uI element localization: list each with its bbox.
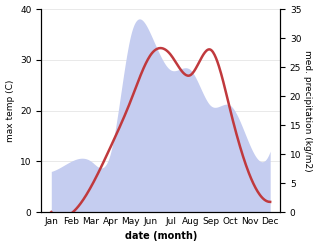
Y-axis label: med. precipitation (kg/m2): med. precipitation (kg/m2) <box>303 50 313 171</box>
Y-axis label: max temp (C): max temp (C) <box>5 79 15 142</box>
X-axis label: date (month): date (month) <box>125 231 197 242</box>
